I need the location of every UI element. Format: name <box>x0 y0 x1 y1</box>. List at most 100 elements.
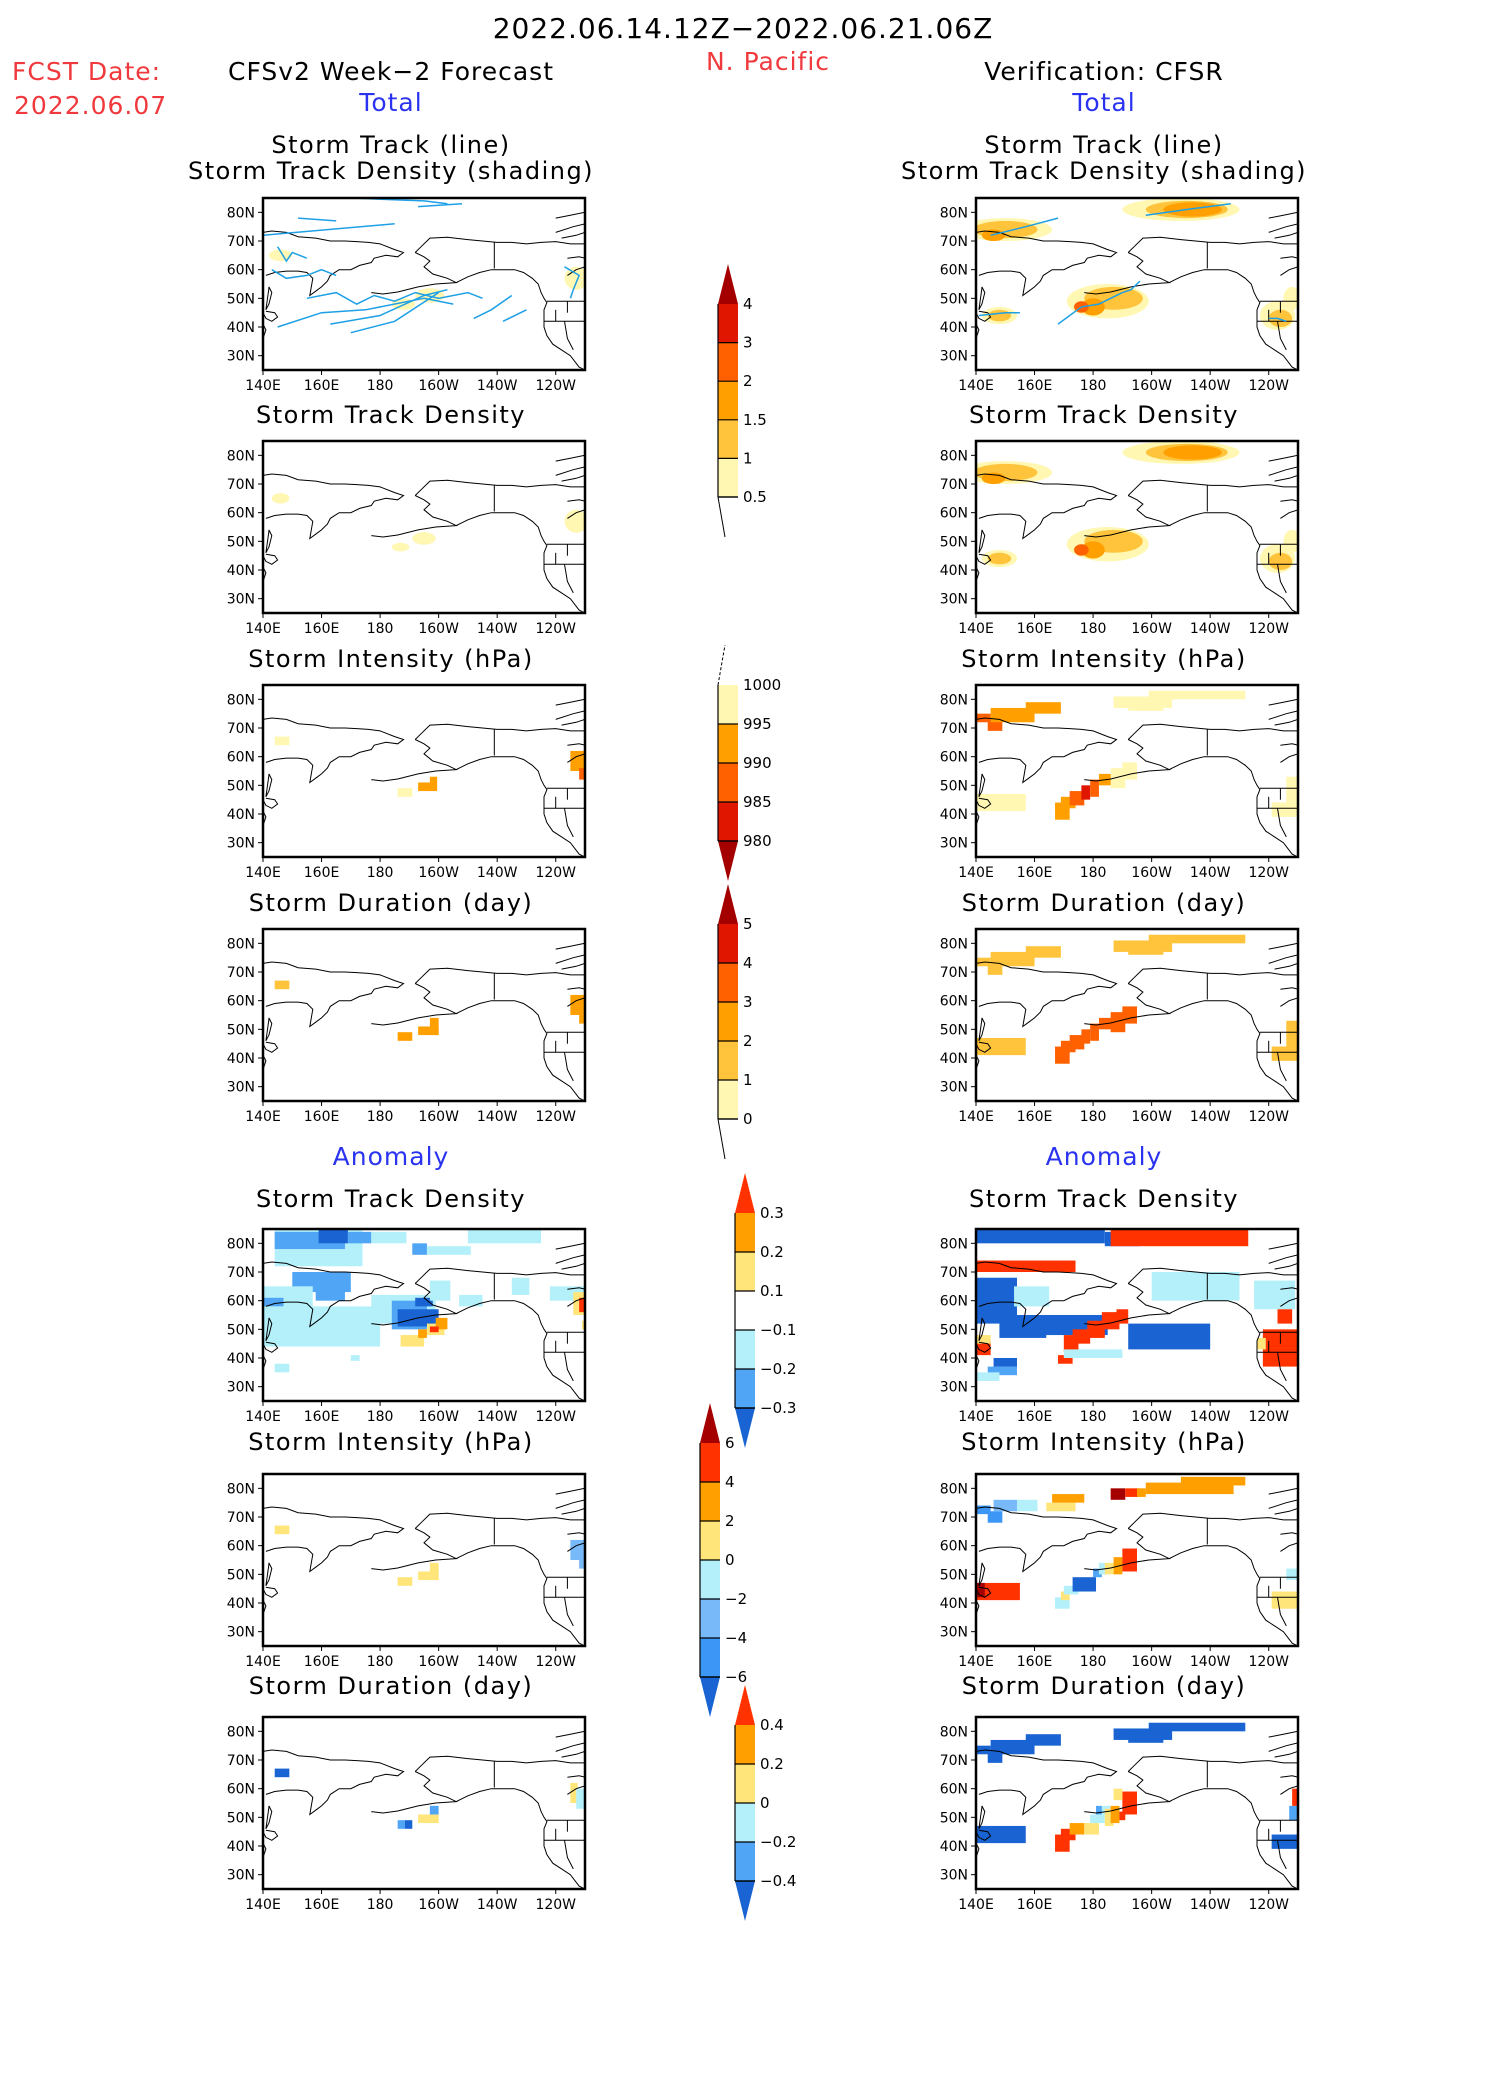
coastline <box>455 756 585 857</box>
grid-cell <box>435 1317 448 1330</box>
grid-cell <box>1286 1568 1298 1581</box>
coastline <box>265 529 273 554</box>
colorbar-arrow-down <box>735 1881 755 1921</box>
coastline <box>1280 509 1298 519</box>
coastline <box>978 1562 986 1587</box>
coastline <box>564 1840 574 1870</box>
lat-tick-label: 50N <box>940 1022 968 1038</box>
lat-tick-label: 40N <box>940 1051 968 1067</box>
lat-tick-label: 40N <box>940 1351 968 1367</box>
coastline <box>1277 808 1287 838</box>
grid-cell <box>987 1366 1017 1376</box>
forecast-anomaly-label: Anomaly <box>332 1142 450 1171</box>
grid-cell <box>976 1037 1026 1056</box>
colorbar-arrow-down <box>735 1408 755 1448</box>
lat-tick-label: 60N <box>940 994 968 1010</box>
fcst-date-label: FCST Date: <box>12 57 162 86</box>
lat-tick-label: 50N <box>227 534 255 550</box>
panel-title-anom-duration: Storm Duration (day) <box>248 1672 534 1700</box>
grid-cell <box>426 1246 471 1255</box>
forecast-total-label: Total <box>359 88 423 117</box>
density-shading <box>564 509 585 533</box>
colorbar-segment <box>718 685 738 724</box>
coastline <box>976 1586 992 1598</box>
coastline <box>1168 1300 1298 1401</box>
colorbar-label: −2 <box>725 1590 747 1608</box>
colorbar-label: 4 <box>743 295 753 313</box>
lon-tick-label: 140W <box>477 1897 518 1913</box>
storm-track-line <box>276 246 308 263</box>
colorbar-segment <box>718 304 738 343</box>
lon-tick-label: 180 <box>1080 1654 1107 1670</box>
map-panel-vf_anom_density: 80N 70N 60N 50N 40N 30N 140E 160E 180 160W 140W 120… <box>940 1227 1300 1425</box>
lat-tick-label: 70N <box>940 477 968 493</box>
colorbar-segment <box>735 1764 755 1803</box>
storm-track-line <box>1145 202 1231 216</box>
grid-cell <box>412 1243 427 1255</box>
colorbar-arrow-up <box>700 1403 720 1443</box>
lon-tick-label: 180 <box>1080 865 1107 881</box>
lon-tick-label: 140E <box>245 1109 281 1125</box>
grid-cell <box>993 1499 1017 1512</box>
lon-tick-label: 160E <box>1017 1897 1053 1913</box>
grid-cell <box>976 1260 1076 1272</box>
grid-cell <box>1289 1805 1298 1821</box>
grid-cell <box>1110 1805 1120 1824</box>
map-panel-vf_track: 80N 70N 60N 50N 40N 30N 140E 160E 180 160W 140W 120… <box>940 196 1300 394</box>
colorbar-total_intensity: 1000 995 990 985 980 <box>717 644 781 881</box>
grid-cell <box>1069 1823 1085 1835</box>
lon-tick-label: 160E <box>1017 378 1053 394</box>
lat-tick-label: 30N <box>227 592 255 608</box>
panel-title-track-line: Storm Track (line) <box>271 131 511 159</box>
panel-title-track-shading: Storm Track Density (shading) <box>187 157 595 185</box>
lon-tick-label: 140E <box>245 1654 281 1670</box>
coastline <box>1127 1512 1298 1529</box>
coastline <box>414 1755 585 1772</box>
panel-title-density: Storm Track Density <box>969 401 1239 429</box>
colorbar-label: 0 <box>725 1551 735 1569</box>
colorbar-segment <box>735 1252 755 1291</box>
grid-cell <box>429 1017 439 1036</box>
grid-cell <box>274 980 290 990</box>
colorbar-label: 0.2 <box>760 1243 784 1261</box>
colorbar-segment <box>718 763 738 802</box>
density-shading <box>564 266 585 290</box>
lat-tick-label: 50N <box>940 778 968 794</box>
coastline <box>263 717 405 784</box>
colorbar-label: 0.4 <box>760 1716 784 1734</box>
lon-tick-label: 120W <box>1248 378 1289 394</box>
lat-tick-label: 80N <box>940 448 968 464</box>
storm-track-line <box>978 311 1020 317</box>
coastline <box>1127 723 1298 740</box>
lat-tick-label: 50N <box>227 291 255 307</box>
grid-cell <box>1137 1488 1146 1497</box>
map-frame <box>974 196 1300 372</box>
map-frame <box>974 1227 1300 1403</box>
grid-cell <box>1104 1808 1114 1826</box>
grid-cell <box>318 1229 348 1244</box>
coastline <box>561 474 585 482</box>
coastline <box>1168 1545 1298 1646</box>
coastline <box>976 1261 1118 1328</box>
coastline <box>555 211 585 219</box>
lon-tick-label: 180 <box>367 865 394 881</box>
colorbar-segment <box>718 381 738 420</box>
coastline <box>1280 1287 1298 1290</box>
coastline <box>976 1341 992 1353</box>
colorbar-arrow-down <box>700 1677 720 1717</box>
coastline <box>555 454 585 462</box>
coastline <box>567 256 585 259</box>
grid-cell <box>976 793 1026 812</box>
lat-tick-label: 40N <box>940 1596 968 1612</box>
lon-tick-label: 180 <box>1080 621 1107 637</box>
lon-tick-label: 160W <box>1131 1654 1172 1670</box>
grid-cell <box>1148 1722 1246 1732</box>
coastline <box>265 1317 273 1342</box>
lat-tick-label: 30N <box>227 349 255 365</box>
lon-tick-label: 180 <box>1080 1109 1107 1125</box>
grid-cell <box>576 1788 585 1809</box>
coastline <box>1277 1597 1287 1627</box>
colorbar-segment <box>718 963 738 1002</box>
grid-cell <box>1060 796 1076 809</box>
grid-cell <box>429 776 438 792</box>
